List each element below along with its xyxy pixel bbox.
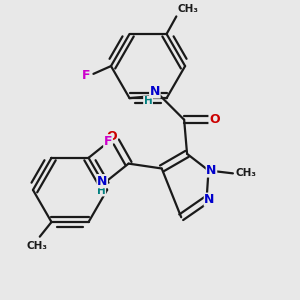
Text: O: O [209,113,220,126]
Text: N: N [97,175,107,188]
Text: N: N [206,164,217,177]
Text: F: F [104,135,112,148]
Text: N: N [150,85,160,98]
Text: H: H [144,96,152,106]
Text: O: O [107,130,117,143]
Text: H: H [97,186,106,196]
Text: CH₃: CH₃ [26,242,47,251]
Text: F: F [82,69,91,82]
Text: CH₃: CH₃ [178,4,199,14]
Text: CH₃: CH₃ [235,168,256,178]
Text: N: N [204,193,215,206]
